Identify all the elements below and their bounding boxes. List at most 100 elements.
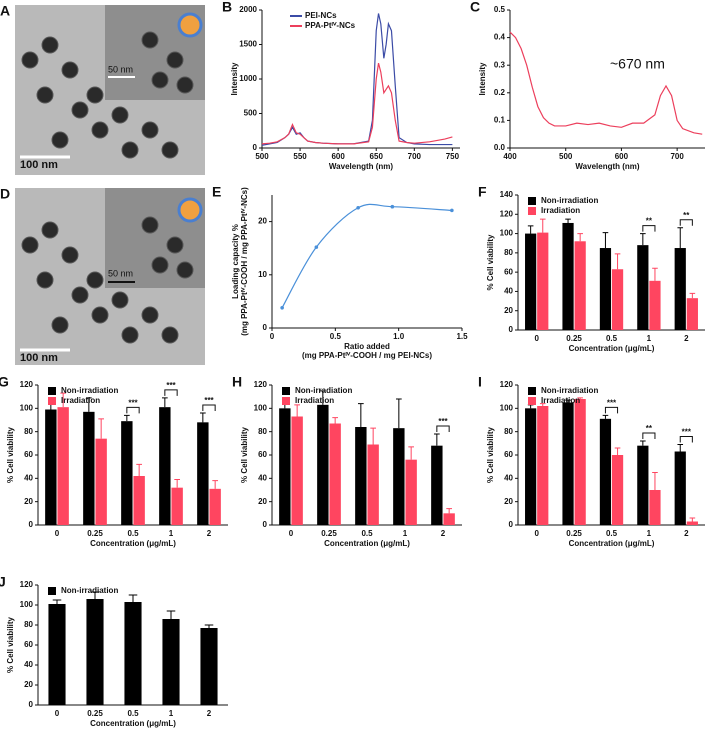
bar: [599, 418, 612, 525]
panel-label: G: [0, 374, 9, 390]
significance-bracket: [642, 432, 656, 439]
x-tick-label: 1: [647, 529, 652, 538]
error-bar: [174, 479, 181, 488]
particle: [36, 86, 54, 104]
legend-label: Non-irradiation: [61, 586, 118, 595]
x-tick-label: 400: [503, 152, 517, 161]
significance-label: ***: [128, 398, 138, 407]
error-bar: [60, 392, 67, 408]
error-bar: [539, 403, 546, 406]
error-bar: [90, 591, 100, 599]
x-axis-label: Concentration (μg/mL): [569, 539, 655, 548]
y-tick-label: 0.2: [494, 88, 506, 97]
panel-label: D: [0, 186, 10, 202]
x-tick-label: 700: [670, 152, 684, 161]
panel-label: J: [0, 574, 6, 590]
x-tick-label: 650: [370, 152, 384, 161]
error-bar: [212, 480, 219, 489]
error-bar: [602, 414, 609, 419]
bar: [329, 423, 341, 525]
particles: [21, 12, 203, 344]
x-tick-label: 0.25: [321, 529, 337, 538]
x-tick-label: 0.25: [566, 529, 582, 538]
y-tick-label: 1000: [239, 74, 257, 83]
significance-label: **: [646, 424, 653, 433]
bar: [611, 455, 624, 525]
error-bar: [357, 403, 364, 427]
y-axis-label: (mg PPA-Ptᴵⱽ-COOH / mg PPA-Ptᴵⱽ-NCs): [240, 187, 249, 336]
legend-swatch: [528, 387, 536, 395]
error-bar: [565, 399, 571, 403]
x-tick-label: 0: [55, 529, 60, 538]
bar: [209, 488, 221, 525]
x-tick-label: 1.5: [456, 332, 468, 341]
bar: [574, 241, 586, 330]
legend-label: PEI-NCs: [305, 11, 337, 20]
error-bar: [527, 225, 534, 234]
error-bar: [539, 218, 546, 233]
y-tick-label: 140: [500, 190, 514, 199]
x-tick-label: 0: [55, 709, 60, 718]
y-tick-label: 120: [500, 380, 514, 389]
y-tick-label: 80: [504, 248, 513, 257]
significance-label: ***: [204, 396, 214, 405]
x-tick-label: 1: [169, 529, 174, 538]
error-bar: [677, 227, 684, 249]
panel-label: C: [470, 0, 480, 15]
panel-label: E: [212, 184, 221, 200]
y-tick-label: 40: [504, 287, 513, 296]
panel-label: H: [232, 374, 242, 390]
error-bar: [199, 412, 206, 423]
line: [261, 13, 453, 146]
y-axis-label: % Cell viability: [6, 616, 15, 673]
x-tick-label: 0: [534, 529, 539, 538]
y-tick-label: 100: [254, 403, 268, 412]
significance-bracket: [604, 406, 619, 414]
particle: [21, 51, 39, 69]
x-tick-label: 500: [559, 152, 573, 161]
x-tick-label: 1: [403, 529, 408, 538]
y-tick-label: 80: [258, 427, 267, 436]
bar: [574, 399, 586, 525]
y-tick-label: 120: [254, 380, 268, 389]
error-bar: [689, 292, 696, 299]
bar: [405, 459, 417, 525]
y-tick-label: 80: [504, 427, 513, 436]
bar: [197, 422, 209, 525]
y-tick-label: 0: [29, 520, 34, 529]
bar: [317, 404, 329, 525]
particle: [21, 236, 39, 254]
y-tick-label: 20: [24, 680, 33, 689]
y-axis-label: Intensity: [230, 62, 239, 95]
scale-label: 100 nm: [20, 159, 58, 171]
x-tick-label: 600: [331, 152, 345, 161]
particle: [41, 36, 59, 54]
y-tick-label: 0.4: [494, 33, 506, 42]
y-tick-label: 60: [258, 450, 267, 459]
y-tick-label: 100: [20, 600, 34, 609]
legend-swatch: [282, 387, 290, 395]
error-bar: [446, 508, 453, 514]
x-tick-label: 2: [684, 529, 689, 538]
y-tick-label: 10: [258, 270, 267, 279]
y-tick-label: 0: [29, 700, 34, 709]
bar: [200, 628, 218, 705]
error-bar: [85, 397, 92, 412]
x-axis-label: Wavelength (nm): [575, 162, 639, 171]
x-axis-label: Wavelength (nm): [329, 162, 393, 171]
x-tick-label: 0.5: [606, 529, 618, 538]
annotation: ~670 nm: [610, 56, 665, 72]
x-axis-label: Concentration (μg/mL): [90, 719, 176, 728]
bar: [57, 407, 69, 525]
y-tick-label: 40: [24, 473, 33, 482]
axis: [271, 195, 462, 329]
legend-label: PPA-Ptᴵⱽ-NCs: [305, 21, 356, 30]
particle: [141, 31, 159, 49]
x-tick-label: 0.25: [87, 709, 103, 718]
significance-bracket: [436, 425, 450, 432]
panel-label: F: [478, 184, 487, 200]
error-bar: [332, 417, 339, 424]
bar: [355, 427, 367, 525]
error-bar: [294, 404, 301, 417]
